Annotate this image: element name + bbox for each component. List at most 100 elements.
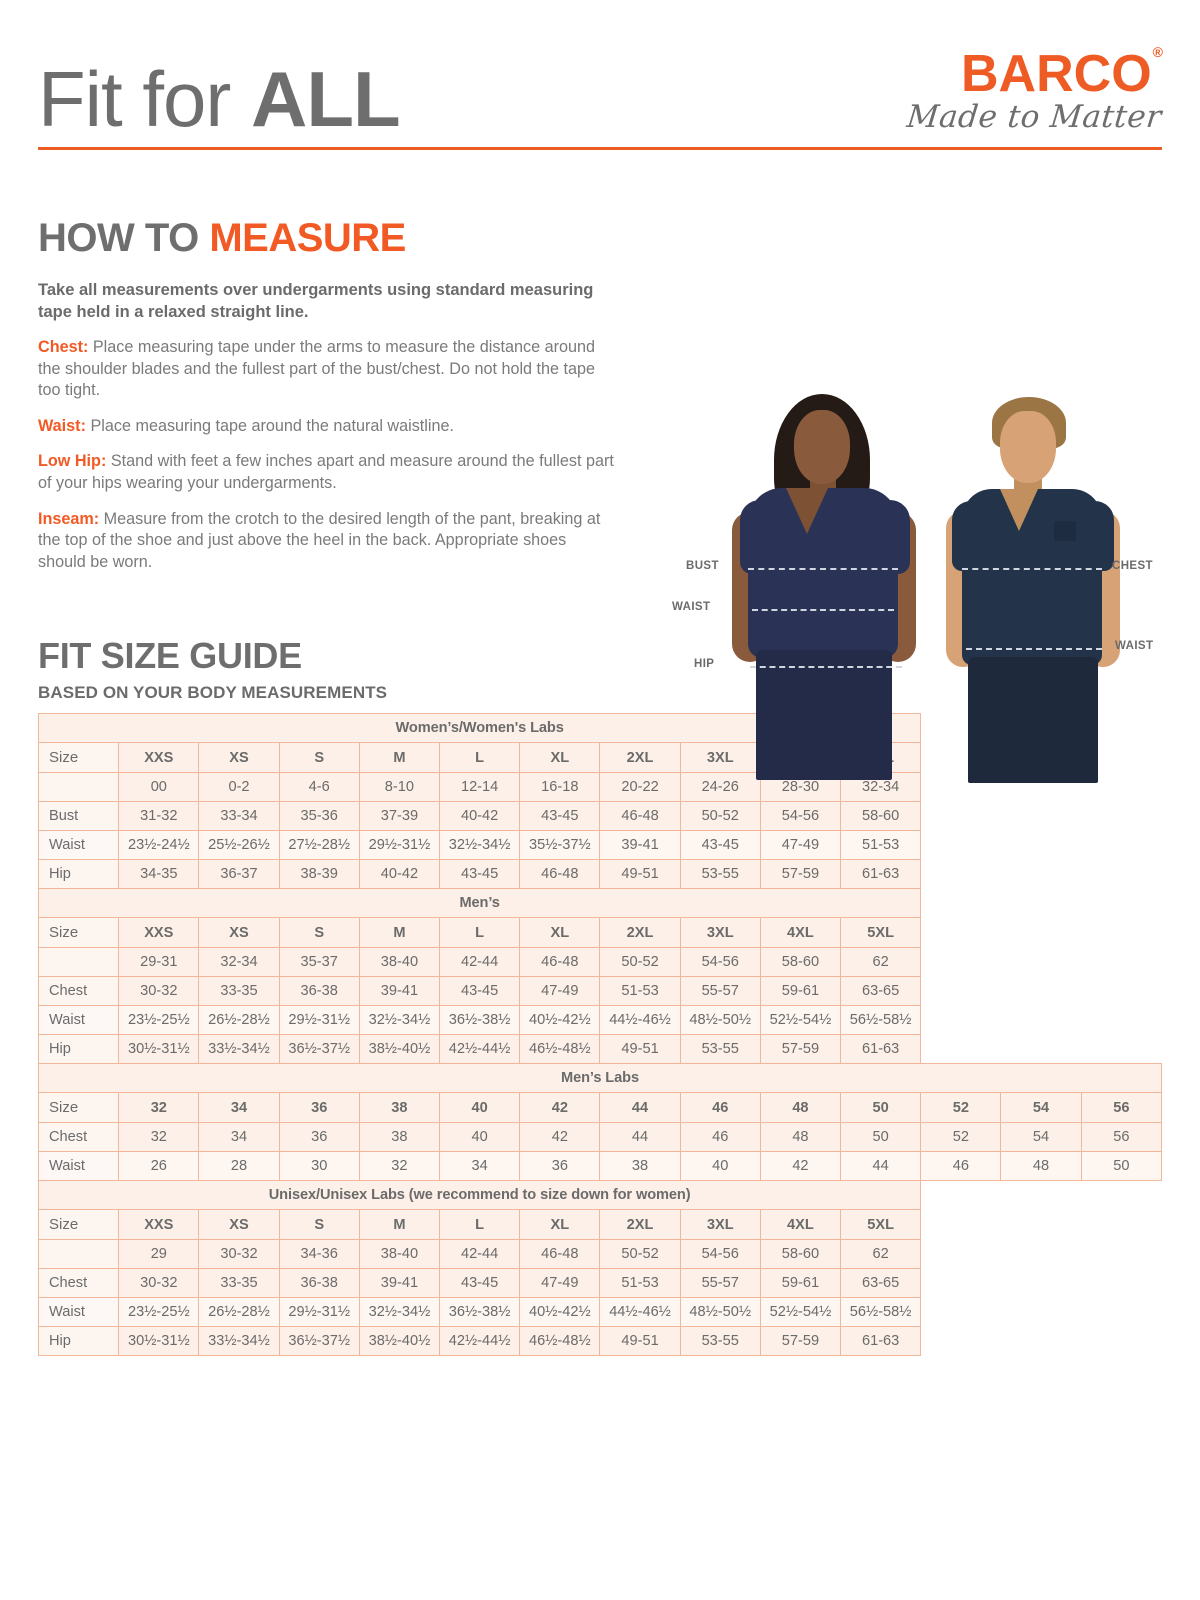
size-column-header: 44 — [599, 1092, 681, 1124]
measure-text-inseam: Measure from the crotch to the desired l… — [38, 509, 601, 571]
measurement-cell: 30½-31½ — [118, 1034, 200, 1065]
measurement-cell: 40-42 — [439, 801, 521, 832]
measurement-cell: 36-37 — [198, 859, 280, 890]
measurement-cell: 36½-37½ — [278, 1326, 360, 1357]
page-title-bold: ALL — [251, 54, 401, 143]
measurement-cell: 34 — [198, 1122, 280, 1153]
measurement-cell: 51-53 — [599, 976, 681, 1007]
measurement-row-label: Hip — [37, 1034, 120, 1065]
size-column-header: XXS — [118, 917, 200, 949]
page-header: Fit for ALL BARCO® Made to Matter — [38, 0, 1164, 143]
measurement-cell: 57-59 — [759, 1034, 842, 1065]
measurement-cell: 52½-54½ — [759, 1297, 842, 1328]
waist-label: WAIST — [672, 601, 711, 613]
numeric-size-cell: 38-40 — [358, 1239, 441, 1270]
measurement-cell: 23½-24½ — [118, 830, 200, 861]
numeric-size-row: 29-31 32-34 35-37 38-40 42-44 46-48 50-52 54-56… — [37, 947, 1162, 978]
measurement-row-label: Chest — [37, 1122, 120, 1153]
size-column-header: 42 — [519, 1092, 601, 1124]
table-row: Hip 34-35 36-37 38-39 40-42 43-45 46-48 49-51 53… — [37, 859, 1162, 890]
waist-measure-line — [966, 648, 1102, 650]
measurement-cell: 50 — [1080, 1151, 1163, 1182]
size-column-header: 2XL — [599, 742, 681, 774]
measurement-cell: 26 — [118, 1151, 200, 1182]
measurement-cell: 47-49 — [519, 976, 601, 1007]
size-column-header: S — [278, 1209, 360, 1241]
size-column-header: 36 — [278, 1092, 360, 1124]
measurement-cell: 36½-37½ — [278, 1034, 360, 1065]
measurement-row-label: Waist — [37, 1151, 120, 1182]
measurement-cell: 31-32 — [118, 801, 200, 832]
measurement-cell: 51-53 — [840, 830, 922, 861]
table-row: Waist 26 28 30 32 34 36 38 40 42 44 46 48 50 — [37, 1151, 1163, 1182]
bust-label: BUST — [686, 560, 719, 572]
measurement-cell: 34-35 — [118, 859, 200, 890]
numeric-size-cell: 20-22 — [599, 772, 681, 803]
size-column-header: 40 — [439, 1092, 521, 1124]
measurement-cell: 61-63 — [840, 1034, 922, 1065]
model-sleeve-right — [1076, 501, 1114, 571]
table-section-header: Men’s Labs — [38, 1063, 1162, 1094]
table-row: Chest 32 34 36 38 40 42 44 46 48 50 52 54 56 — [37, 1122, 1163, 1153]
chest-label: CHEST — [1112, 560, 1153, 572]
size-column-header: 46 — [679, 1092, 761, 1124]
measurement-cell: 30 — [278, 1151, 360, 1182]
measurement-cell: 38 — [358, 1122, 441, 1153]
measurement-cell: 59-61 — [759, 976, 842, 1007]
size-row-label: Size — [37, 917, 120, 949]
table-section-title: Men’s Labs — [38, 1063, 1162, 1094]
measurement-cell: 38½-40½ — [358, 1034, 441, 1065]
measurement-cell: 43-45 — [519, 801, 601, 832]
measurement-cell: 48½-50½ — [679, 1297, 761, 1328]
measurement-cell: 54-56 — [759, 801, 842, 832]
measurement-cell: 52 — [920, 1122, 1002, 1153]
numeric-size-row: 29 30-32 34-36 38-40 42-44 46-48 50-52 54-56 58-… — [37, 1239, 1162, 1270]
measurement-cell: 32½-34½ — [358, 1005, 441, 1036]
measurement-cell: 59-61 — [759, 1268, 842, 1299]
logo-word-text: BARCO — [961, 45, 1152, 103]
measurement-cell: 32½-34½ — [439, 830, 521, 861]
measurement-cell: 54 — [1000, 1122, 1082, 1153]
model-photos: BUST WAIST HIP CHEST WAIST — [660, 378, 1170, 783]
measurement-cell: 47-49 — [759, 830, 842, 861]
measurement-cell: 48½-50½ — [679, 1005, 761, 1036]
size-column-header: 5XL — [840, 1209, 922, 1241]
measurement-cell: 23½-25½ — [118, 1005, 200, 1036]
measurement-cell: 48 — [1000, 1151, 1082, 1182]
chest-measure-line — [962, 568, 1102, 570]
measurement-cell: 43-45 — [439, 976, 521, 1007]
measurement-cell: 30-32 — [118, 976, 200, 1007]
measurement-cell: 44½-46½ — [599, 1005, 681, 1036]
measurement-cell: 42½-44½ — [439, 1326, 521, 1357]
measurement-row-label: Chest — [37, 976, 120, 1007]
bust-measure-line — [748, 568, 898, 570]
measurement-cell: 40 — [439, 1122, 521, 1153]
measure-text-low-hip: Stand with feet a few inches apart and m… — [38, 452, 614, 492]
measurement-cell: 35-36 — [278, 801, 360, 832]
measurement-row-label: Waist — [37, 1005, 120, 1036]
table-section-title: Unisex/Unisex Labs (we recommend to size… — [37, 1180, 922, 1211]
measurement-cell: 49-51 — [599, 859, 681, 890]
how-to-measure-section: HOW TO MEASURE Take all measurements ove… — [38, 216, 618, 573]
measurement-cell: 29½-31½ — [278, 1005, 360, 1036]
page-title: Fit for ALL — [38, 60, 401, 138]
numeric-size-row-label — [37, 772, 120, 803]
measurement-row-label: Hip — [37, 1326, 120, 1357]
header-divider — [38, 147, 1162, 150]
numeric-size-cell: 50-52 — [599, 947, 681, 978]
size-column-header: M — [358, 917, 441, 949]
size-column-header: 4XL — [759, 1209, 842, 1241]
size-row-label: Size — [37, 742, 120, 774]
size-column-header: 2XL — [599, 917, 681, 949]
female-model-figure — [722, 388, 922, 780]
table-row: Waist 23½-25½ 26½-28½ 29½-31½ 32½-34½ 36½-38½… — [37, 1297, 1162, 1328]
numeric-size-cell: 35-37 — [278, 947, 360, 978]
numeric-size-cell: 8-10 — [358, 772, 441, 803]
size-column-header: 3XL — [679, 742, 761, 774]
measurement-cell: 61-63 — [840, 859, 922, 890]
size-column-header: 3XL — [679, 917, 761, 949]
male-model-figure — [938, 393, 1128, 783]
measure-label-inseam: Inseam: — [38, 509, 100, 528]
